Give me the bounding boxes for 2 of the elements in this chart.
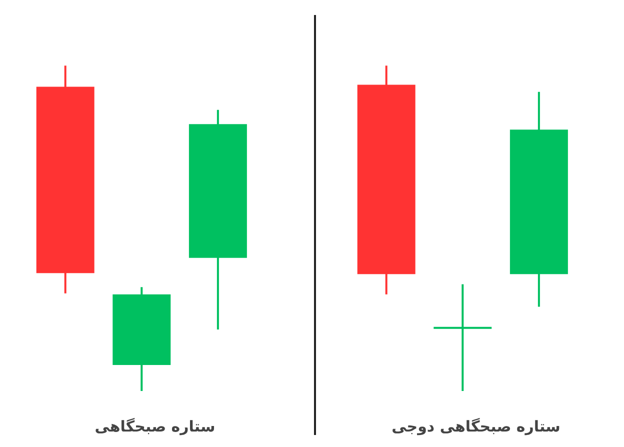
text: ستاره صبحگاهی دوجی [392, 418, 560, 436]
text: ستاره صبحگاهی [94, 418, 216, 436]
